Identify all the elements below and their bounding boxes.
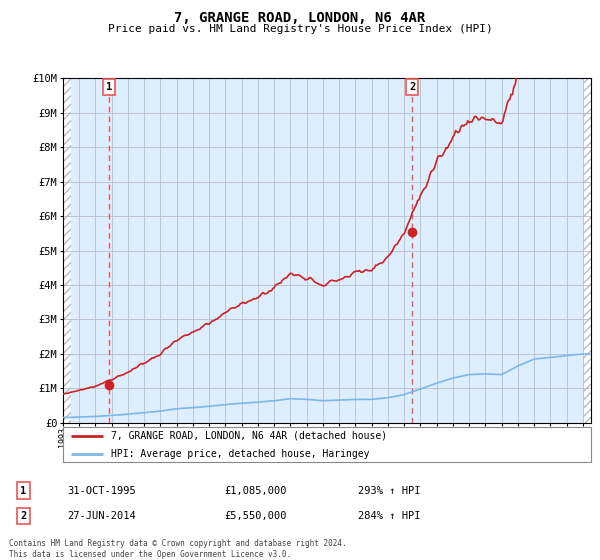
Text: Contains HM Land Registry data © Crown copyright and database right 2024.
This d: Contains HM Land Registry data © Crown c… bbox=[9, 539, 347, 559]
Text: 1: 1 bbox=[20, 486, 26, 496]
Text: 284% ↑ HPI: 284% ↑ HPI bbox=[358, 511, 421, 521]
Text: 7, GRANGE ROAD, LONDON, N6 4AR: 7, GRANGE ROAD, LONDON, N6 4AR bbox=[175, 11, 425, 25]
Text: 293% ↑ HPI: 293% ↑ HPI bbox=[358, 486, 421, 496]
Text: HPI: Average price, detached house, Haringey: HPI: Average price, detached house, Hari… bbox=[110, 449, 369, 459]
Text: 2: 2 bbox=[20, 511, 26, 521]
FancyBboxPatch shape bbox=[63, 427, 591, 462]
Text: 7, GRANGE ROAD, LONDON, N6 4AR (detached house): 7, GRANGE ROAD, LONDON, N6 4AR (detached… bbox=[110, 431, 386, 441]
Text: £5,550,000: £5,550,000 bbox=[224, 511, 287, 521]
Text: 2: 2 bbox=[409, 82, 415, 92]
Text: 27-JUN-2014: 27-JUN-2014 bbox=[67, 511, 136, 521]
Text: Price paid vs. HM Land Registry's House Price Index (HPI): Price paid vs. HM Land Registry's House … bbox=[107, 24, 493, 34]
Bar bbox=[583, 78, 591, 423]
Text: 1: 1 bbox=[106, 82, 112, 92]
Text: 31-OCT-1995: 31-OCT-1995 bbox=[67, 486, 136, 496]
Bar bbox=[63, 78, 71, 423]
Text: £1,085,000: £1,085,000 bbox=[224, 486, 287, 496]
